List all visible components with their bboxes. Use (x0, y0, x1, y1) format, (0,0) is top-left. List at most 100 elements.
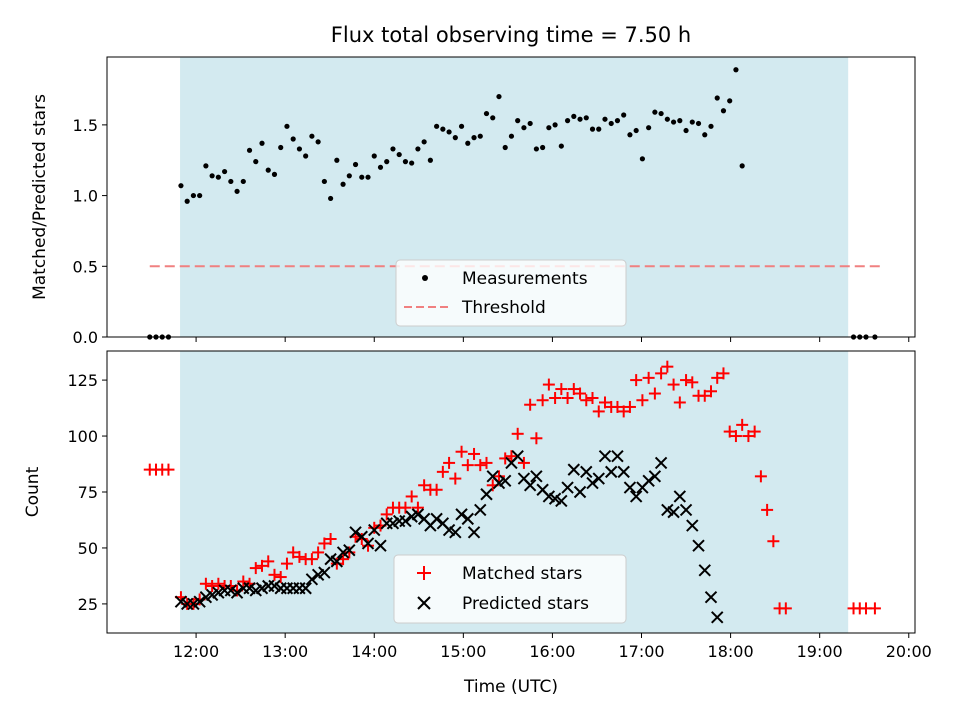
bottom-legend-box (393, 554, 627, 624)
measurement-point (427, 157, 433, 163)
predicted-star-point (561, 481, 574, 494)
chart-title: Flux total observing time = 7.50 h (331, 23, 691, 47)
predicted-star-point (673, 490, 687, 503)
predicted-star-point (686, 519, 699, 532)
measurement-point (652, 109, 658, 115)
x-tick-label: 20:00 (886, 642, 932, 661)
measurement-point (739, 163, 745, 169)
measurement-point (334, 157, 340, 163)
legend-matched-label: Matched stars (462, 564, 582, 584)
matched-star-point (162, 463, 175, 476)
measurement-point (246, 147, 253, 153)
matched-star-point (623, 400, 636, 413)
measurement-point (253, 159, 259, 165)
measurement-point (434, 123, 440, 129)
measurement-point (365, 174, 371, 180)
matched-star-point (779, 602, 792, 615)
measurement-point (390, 146, 396, 152)
predicted-star-point (305, 573, 319, 586)
predicted-star-point (567, 463, 581, 476)
measurement-point (477, 133, 483, 139)
measurement-point (546, 125, 552, 131)
x-axis-label: Time (UTC) (463, 677, 558, 697)
y-tick-label: 50 (78, 539, 98, 558)
predicted-star-point (480, 488, 493, 501)
matched-star-point (742, 430, 755, 443)
top-y-axis-label: Matched/Predicted stars (30, 94, 50, 300)
predicted-star-point (623, 481, 637, 494)
bottom-plot-frame (106, 350, 916, 634)
bottom-data-points (143, 360, 881, 624)
predicted-star-point (648, 470, 662, 483)
measurement-point (221, 168, 228, 175)
matched-star-point (536, 394, 549, 407)
measurement-point (409, 160, 415, 166)
measurement-point (197, 192, 203, 199)
measurement-point (727, 98, 733, 104)
top-x-ticks (195, 337, 910, 342)
predicted-star-point (399, 514, 412, 528)
x-tick-label: 18:00 (708, 642, 754, 661)
predicted-star-point (654, 456, 668, 470)
predicted-star-point (611, 449, 624, 463)
measurement-point (714, 95, 720, 101)
top-legend[interactable]: Measurements Threshold (395, 259, 627, 327)
measurement-point (465, 140, 471, 146)
measurement-point (309, 133, 315, 139)
predicted-star-point (523, 479, 537, 492)
matched-star-point (499, 452, 512, 465)
predicted-star-point (698, 564, 711, 577)
x-tick-label: 15:00 (440, 642, 486, 661)
measurement-point (708, 123, 714, 129)
matched-star-point (636, 394, 649, 407)
matched-star-point (411, 501, 424, 514)
matched-star-point (592, 405, 605, 418)
measurement-point (670, 119, 677, 125)
matched-star-point (549, 392, 562, 404)
matched-star-point (505, 450, 518, 463)
bottom-legend[interactable]: Matched stars Predicted stars (393, 554, 627, 624)
matched-star-point (443, 456, 456, 469)
measurement-point (496, 93, 502, 100)
matched-star-point (362, 539, 375, 552)
matched-star-point (868, 602, 881, 615)
matched-star-point (617, 405, 630, 418)
matched-star-point (206, 580, 219, 592)
matched-star-point (542, 378, 555, 391)
bottom-x-ticks: 12:00 13:00 14:00 15:00 16:00 17:00 18:00 19:00… (173, 633, 932, 661)
x-tick-label: 19:00 (797, 642, 843, 661)
matched-star-point (449, 472, 462, 485)
predicted-star-point (349, 526, 362, 539)
measurement-point (564, 118, 571, 124)
matched-star-point (262, 555, 275, 568)
predicted-star-point (499, 474, 512, 488)
measurement-point (702, 132, 708, 138)
matched-star-point (399, 501, 412, 514)
measurement-point (596, 126, 602, 132)
predicted-star-point (667, 505, 680, 519)
measurement-point (228, 178, 234, 185)
predicted-star-point (704, 590, 718, 604)
measurement-point (589, 126, 596, 132)
predicted-star-point (430, 512, 443, 526)
matched-star-point (312, 546, 325, 559)
x-tick-label: 12:00 (173, 642, 219, 661)
measurement-point (290, 136, 296, 142)
top-legend-box (395, 259, 627, 327)
x-tick-label: 14:00 (351, 642, 397, 661)
measurement-point (471, 135, 477, 141)
matched-star-point (355, 533, 368, 545)
matched-legend-marker (417, 566, 431, 580)
measurement-point (346, 173, 352, 179)
measurement-point (209, 173, 215, 179)
measurement-point (321, 178, 327, 185)
predicted-star-point (467, 526, 481, 539)
y-tick-label: 100 (67, 427, 98, 446)
matched-star-point (212, 577, 225, 590)
x-tick-label: 13:00 (262, 642, 308, 661)
matched-star-point (368, 521, 381, 534)
matched-star-point (330, 557, 343, 570)
top-plot-frame (106, 56, 916, 338)
matched-star-point (293, 550, 306, 563)
measurement-point (352, 161, 359, 168)
